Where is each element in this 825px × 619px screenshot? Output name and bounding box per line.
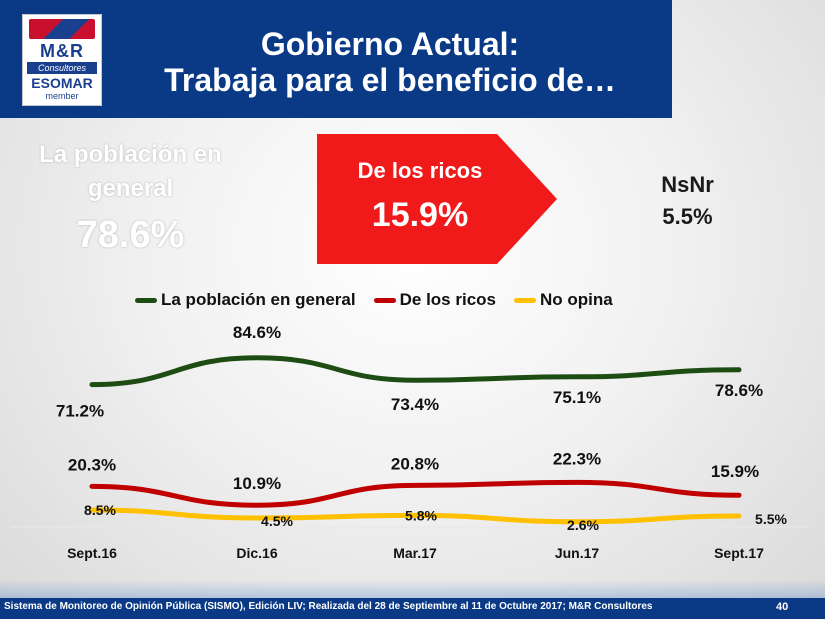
data-label-ricos: 22.3%	[553, 449, 601, 468]
legend-label-no-opina: No opina	[539, 290, 613, 309]
data-label-poblacion: 71.2%	[56, 402, 104, 421]
series-line-ricos	[89, 479, 742, 508]
page-number: 40	[776, 601, 789, 613]
legend-item-poblacion: La población en general	[135, 290, 356, 310]
footer-bar: Sistema de Monitoreo de Opinión Pública …	[0, 598, 825, 619]
data-label-ricos: 20.3%	[68, 455, 116, 474]
poblacion-highlight-label: La población en general	[39, 141, 222, 202]
data-label-poblacion: 84.6%	[233, 323, 281, 342]
title-line-2: Trabaja para el beneficio de…	[164, 62, 616, 98]
series-line-no-opina	[89, 507, 742, 525]
legend-item-ricos: De los ricos	[373, 290, 496, 310]
data-label-no-opina: 4.5%	[261, 513, 293, 529]
data-label-ricos: 20.8%	[391, 454, 439, 473]
chart-legend: La población en general De los ricos No …	[135, 288, 631, 312]
logo-esomar: ESOMAR	[31, 75, 93, 91]
legend-label-poblacion: La población en general	[161, 290, 356, 309]
x-tick-label: Dic.16	[236, 545, 277, 561]
data-label-poblacion: 75.1%	[553, 388, 601, 407]
x-tick-label: Sept.16	[67, 545, 117, 561]
footer-source: Sistema de Monitoreo de Opinión Pública …	[4, 601, 653, 612]
data-label-ricos: 10.9%	[233, 474, 281, 493]
data-label-no-opina: 5.5%	[755, 511, 787, 527]
logo-mark-icon	[29, 19, 95, 39]
company-logo: M&R Consultores ESOMAR member	[22, 14, 102, 106]
x-tick-label: Jun.17	[555, 545, 600, 561]
page-title: Gobierno Actual: Trabaja para el benefic…	[110, 26, 670, 98]
logo-brand: M&R	[40, 41, 84, 61]
logo-member: member	[45, 91, 79, 101]
x-tick-label: Mar.17	[393, 545, 437, 561]
x-tick-label: Sept.17	[714, 545, 764, 561]
data-label-no-opina: 8.5%	[84, 502, 116, 518]
ricos-highlight-label: De los ricos	[357, 158, 483, 183]
ricos-arrow-shape	[317, 134, 557, 264]
data-label-no-opina: 2.6%	[567, 517, 599, 533]
legend-item-no-opina: No opina	[513, 290, 613, 310]
data-label-poblacion: 78.6%	[715, 381, 763, 400]
legend-swatch-poblacion	[135, 297, 157, 303]
ricos-highlight-value: 15.9%	[371, 196, 469, 234]
legend-swatch-no-opina	[513, 297, 536, 303]
nsnr-highlight-value: 5.5%	[662, 204, 713, 229]
legend-label-ricos: De los ricos	[399, 290, 496, 309]
title-line-1: Gobierno Actual:	[260, 26, 520, 62]
footer-stripe	[0, 580, 825, 600]
logo-subtitle: Consultores	[27, 62, 97, 74]
data-label-poblacion: 73.4%	[391, 395, 439, 414]
header-banner: M&R Consultores ESOMAR member Gobierno A…	[0, 0, 672, 118]
data-label-ricos: 15.9%	[711, 462, 759, 481]
nsnr-highlight-label: NsNr	[661, 172, 714, 197]
data-label-no-opina: 5.8%	[405, 507, 437, 523]
legend-swatch-ricos	[373, 297, 396, 303]
series-line-poblacion	[89, 355, 742, 388]
poblacion-highlight-value: 78.6%	[76, 214, 185, 256]
